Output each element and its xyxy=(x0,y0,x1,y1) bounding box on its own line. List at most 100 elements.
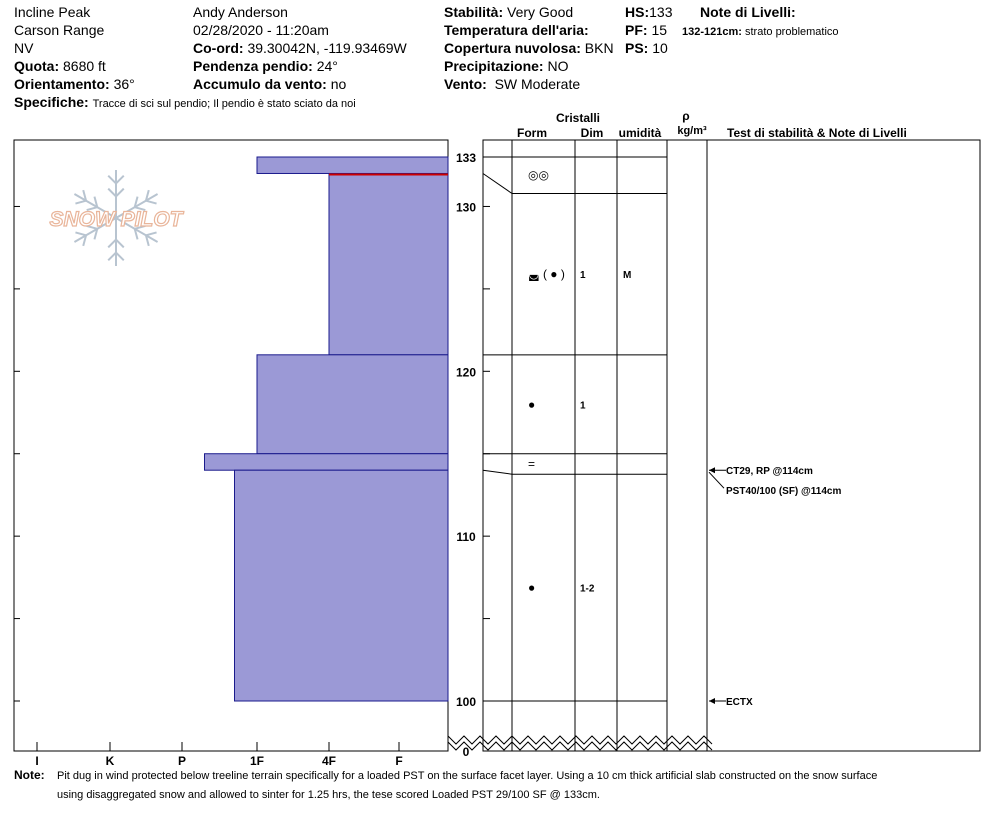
col-rho: ρ xyxy=(682,109,689,123)
flake-branch xyxy=(86,224,98,230)
col-crystals: Cristalli xyxy=(556,111,600,125)
flake-branch xyxy=(107,251,117,262)
col-dim: Dim xyxy=(581,126,604,140)
layer-notes-title: Note di Livelli: xyxy=(700,4,796,20)
flake-branch xyxy=(134,206,146,212)
stability-row: Stabilità: Very Good xyxy=(444,4,574,20)
layer-humidity: M xyxy=(623,270,631,281)
hs-row: HS:133 xyxy=(625,4,673,20)
cloud-value: BKN xyxy=(584,40,614,56)
crystal-form: ● xyxy=(528,397,535,411)
depth-tick-label: 120 xyxy=(456,365,476,379)
mountain-range: Carson Range xyxy=(14,22,105,38)
flake-arm xyxy=(115,193,159,219)
flake-branch xyxy=(133,228,139,240)
depth-tick-label: 133 xyxy=(456,151,476,165)
col-tests: Test di stabilità & Note di Livelli xyxy=(727,126,907,140)
slope-row: Pendenza pendio: 24° xyxy=(193,58,338,74)
crystal-form: ● xyxy=(528,581,535,595)
flake-branch xyxy=(86,206,98,212)
hardness-layer xyxy=(328,172,449,356)
hardness-tick-label: F xyxy=(395,754,402,768)
flake-arm xyxy=(115,217,159,243)
test-pointer-arrow xyxy=(709,467,715,474)
depth-tick-label: 110 xyxy=(456,530,476,544)
crystal-table-frame xyxy=(482,139,981,752)
flake-branch xyxy=(133,196,139,208)
flake-arm xyxy=(73,193,117,219)
flake-branch xyxy=(93,196,99,208)
layer-connector-line xyxy=(482,469,513,475)
col-form: Form xyxy=(517,126,547,140)
logo-text: SNOW PILOT xyxy=(50,208,185,231)
col-density-unit: kg/m³ xyxy=(677,125,707,137)
test-pointer-line xyxy=(708,471,725,489)
axis-break-zigzag xyxy=(447,741,713,751)
flake-branch xyxy=(144,235,150,247)
depth-tick-label: 100 xyxy=(456,695,476,709)
layer-note: 132-121cm: strato problematico xyxy=(682,26,839,38)
flake-arm xyxy=(73,217,117,243)
depth-tick-label: 0 xyxy=(463,745,470,759)
specifics-value: Tracce di sci sul pendio; Il pendio è st… xyxy=(92,98,356,110)
location: Incline Peak xyxy=(14,4,91,20)
ps-row: PS: 10 xyxy=(625,40,668,56)
flake-branch xyxy=(82,235,88,247)
datetime: 02/28/2020 - 11:20am xyxy=(193,22,329,38)
axis-break-zigzag xyxy=(447,735,713,745)
wind-value: SW Moderate xyxy=(494,76,581,92)
stability-test-label: CT29, RP @114cm xyxy=(726,466,813,477)
flake-branch xyxy=(93,228,99,240)
flake-branch xyxy=(115,238,125,249)
specifics-row: Specifiche: Tracce di sci sul pendio; Il… xyxy=(14,94,356,110)
stability-test-label: PST40/100 (SF) @114cm xyxy=(726,486,841,497)
wind-load-row: Accumulo da vento: no xyxy=(193,76,347,92)
pf-value: 15 xyxy=(651,22,668,38)
ps-value: 10 xyxy=(652,40,668,56)
flake-branch xyxy=(107,174,117,185)
hardness-tick-label: I xyxy=(35,754,38,768)
wind-row: Vento: SW Moderate xyxy=(444,76,581,92)
hardness-tick-label: 4F xyxy=(322,754,336,768)
crystal-size: 1-2 xyxy=(580,584,595,595)
crystal-size: 1 xyxy=(580,270,586,281)
flake-branch xyxy=(145,199,157,205)
flake-branch xyxy=(144,189,150,201)
notes-label: Note: xyxy=(14,768,45,782)
flake-branch xyxy=(134,224,146,230)
notes-line-2: using disaggregated snow and allowed to … xyxy=(57,789,600,801)
test-pointer-arrow xyxy=(709,698,715,704)
coord-row: Co-ord: 39.30042N, -119.93469W xyxy=(193,40,407,56)
layer-connector-line xyxy=(482,173,513,194)
stability-value: Very Good xyxy=(507,4,574,20)
flake-branch xyxy=(115,174,125,185)
flake-branch xyxy=(107,187,117,198)
flake-branch xyxy=(82,189,88,201)
flake-branch xyxy=(107,238,117,249)
hardness-tick-label: K xyxy=(106,754,115,768)
hardness-layer xyxy=(204,453,449,471)
air-temp-label: Temperatura dell'aria: xyxy=(444,22,589,38)
elevation-row: Quota: 8680 ft xyxy=(14,58,106,74)
hardness-layer xyxy=(256,354,449,455)
state: NV xyxy=(14,40,34,56)
flake-branch xyxy=(75,231,87,237)
crystal-size: 1 xyxy=(580,400,586,411)
flake-branch xyxy=(145,231,157,237)
precip-value: NO xyxy=(547,58,569,74)
cloud-row: Copertura nuvolosa: BKN xyxy=(444,40,614,56)
crystal-form: ◎◎ xyxy=(528,168,549,182)
slope-value: 24° xyxy=(316,58,338,74)
hardness-layer xyxy=(256,156,449,174)
coord-value: 39.30042N, -119.93469W xyxy=(247,40,407,56)
hardness-layer xyxy=(234,469,449,702)
precip-row: Precipitazione: NO xyxy=(444,58,569,74)
snowpilot-logo: SNOW PILOT xyxy=(49,170,185,266)
flake-branch xyxy=(75,199,87,205)
flake-branch xyxy=(115,187,125,198)
depth-tick-label: 130 xyxy=(456,200,476,214)
flake-branch xyxy=(115,251,125,262)
crystal-form: = xyxy=(528,457,535,471)
wind-load-value: no xyxy=(330,76,347,92)
hs-value: 133 xyxy=(649,4,673,20)
